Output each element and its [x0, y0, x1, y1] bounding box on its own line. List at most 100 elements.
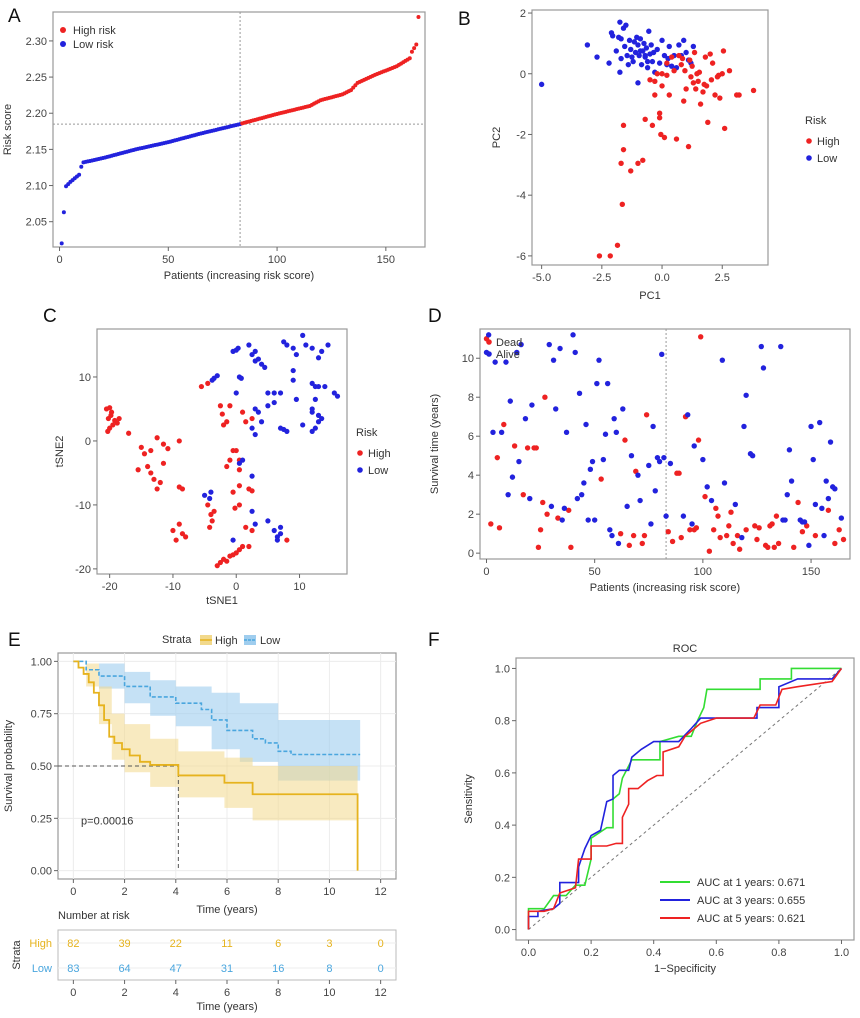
roc-curve-5-years [527, 667, 843, 930]
panel-c-tsne: -20 -10 0 10 -20 -10 0 10 tSNE1 tSNE2 Risk High Low [54, 328, 391, 607]
data-point-dead [488, 521, 494, 527]
y-tick-label: -6 [516, 251, 526, 263]
data-point-alive [498, 429, 505, 436]
data-point-alive [546, 341, 552, 348]
data-point-high [690, 80, 697, 86]
data-point-high [220, 422, 227, 428]
panel-f-roc: 0.0 0.2 0.4 0.6 0.8 1.0 0.0 0.2 0.4 0.6 0.8 1.0 1−Sp… [463, 643, 855, 975]
data-point-alive [563, 429, 570, 436]
data-point-high [205, 502, 211, 508]
data-point-alive [778, 343, 784, 350]
data-point-alive [810, 456, 816, 463]
data-point-alive [700, 456, 706, 463]
data-point-high [620, 122, 627, 129]
data-point-low [300, 422, 306, 428]
data-point-alive [819, 505, 825, 512]
data-point-high [661, 134, 668, 141]
data-point-high-risk [409, 49, 414, 54]
roc-curve-3-years [527, 667, 843, 930]
data-point-low [668, 63, 675, 69]
data-point-alive [806, 542, 812, 549]
x-tick-label: 0 [233, 581, 239, 593]
x-tick-label: 6 [224, 987, 230, 999]
data-point-dead [641, 532, 648, 539]
risk-table-cell: 39 [118, 938, 130, 950]
legend-label-high: High [215, 635, 238, 647]
data-point-low [258, 361, 265, 367]
data-point-dead [713, 505, 719, 512]
data-point-low [271, 527, 277, 534]
risk-table-row-label: Low [32, 963, 52, 975]
y-tick-label: 1.0 [495, 663, 510, 675]
data-point-alive [591, 517, 598, 523]
data-point-alive [827, 439, 834, 445]
data-point-dead [702, 493, 708, 500]
x-tick-label: 4 [173, 987, 179, 999]
x-tick-label: -10 [165, 581, 181, 593]
data-point-dead [752, 523, 758, 529]
y-tick-label: 2.15 [26, 144, 47, 156]
data-point-alive [786, 447, 793, 453]
data-point-alive [661, 454, 667, 461]
data-point-low [309, 428, 315, 434]
data-point-high [179, 531, 186, 537]
data-point-low [277, 524, 284, 530]
risk-table-cell: 0 [378, 963, 384, 975]
x-tick-label: 10 [323, 987, 335, 999]
data-point-alive [808, 423, 814, 430]
data-point-alive [490, 429, 496, 436]
data-point-high [170, 527, 176, 534]
x-tick-label: 8 [275, 987, 281, 999]
data-point-alive [689, 521, 695, 527]
data-point-low [613, 48, 619, 54]
data-point-alive [553, 406, 559, 412]
data-point-alive [559, 517, 565, 523]
data-point-alive [514, 349, 520, 356]
chart-title: ROC [673, 643, 698, 655]
data-point-high [232, 505, 238, 511]
data-point-alive [529, 402, 535, 408]
data-point-alive [594, 380, 600, 387]
data-point-alive [825, 495, 832, 502]
data-point-alive [788, 478, 795, 484]
data-point-high [219, 411, 225, 417]
data-point-alive [518, 341, 524, 348]
legend-label: AUC at 5 years: 0.621 [697, 913, 805, 925]
data-point-high [214, 563, 220, 569]
x-tick-label: 4 [173, 886, 179, 898]
data-point-low [649, 58, 656, 65]
data-point-alive [581, 480, 587, 486]
legend-label: Alive [496, 349, 520, 361]
data-point-high [224, 419, 230, 425]
data-point-low [617, 69, 623, 75]
data-point-low [325, 342, 331, 348]
data-point-alive [561, 505, 568, 512]
data-point-low [643, 45, 650, 51]
data-point-dead [765, 544, 771, 551]
data-point-high [736, 92, 742, 98]
data-point-high [664, 72, 670, 78]
data-point-low [209, 377, 215, 383]
data-point-alive [572, 349, 578, 356]
data-point-high [712, 92, 718, 98]
data-point-high [596, 253, 603, 259]
data-point-alive [646, 462, 652, 469]
data-point-dead [524, 445, 531, 451]
data-point-high [701, 81, 707, 88]
data-point-high [211, 508, 217, 514]
data-point-alive [600, 456, 607, 463]
data-point-dead [639, 540, 645, 547]
data-point-high [679, 55, 686, 62]
legend-label: Dead [496, 337, 522, 349]
data-point-dead [535, 544, 542, 551]
data-point-high [230, 552, 236, 558]
data-point-alive [613, 429, 620, 436]
data-point-low [629, 54, 635, 60]
x-tick-label: 10 [323, 886, 335, 898]
data-point-low [271, 390, 277, 396]
data-point-low [315, 419, 322, 425]
x-tick-label: 0 [70, 886, 76, 898]
survival-curve-high [73, 660, 359, 871]
y-tick-label: -10 [75, 500, 91, 512]
data-point-high [183, 534, 189, 540]
